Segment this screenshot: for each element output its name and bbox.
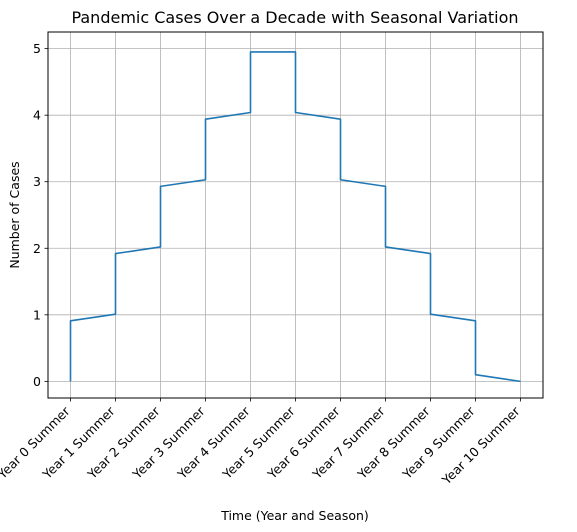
y-tick-label: 0 <box>33 374 41 389</box>
y-axis-label: Number of Cases <box>7 161 22 268</box>
y-tick-label: 5 <box>33 41 41 56</box>
plot-lines <box>69 51 521 383</box>
chart-title: Pandemic Cases Over a Decade with Season… <box>71 8 518 27</box>
y-tick-label: 1 <box>33 307 41 322</box>
y-axis-ticks: 0 1 2 3 4 5 <box>33 41 48 389</box>
series-line <box>69 51 521 383</box>
x-axis-label: Time (Year and Season) <box>220 508 369 523</box>
y-tick-label: 2 <box>33 241 41 256</box>
y-tick-label: 4 <box>33 108 41 123</box>
y-tick-label: 3 <box>33 174 41 189</box>
